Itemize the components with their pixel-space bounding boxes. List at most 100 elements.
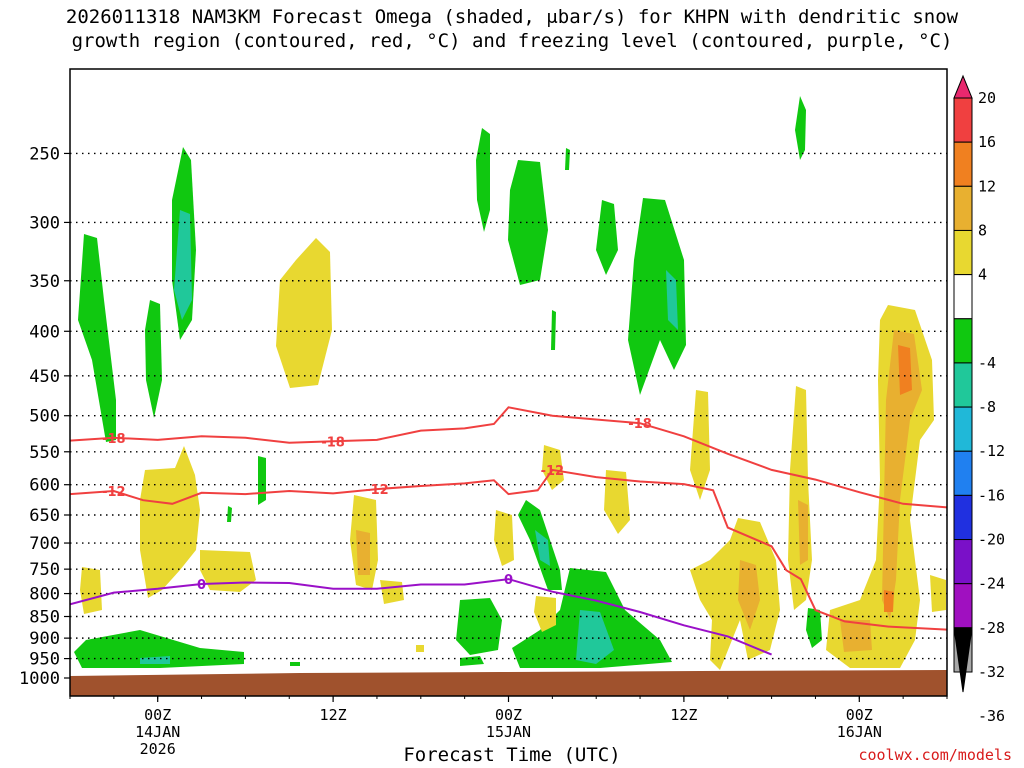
omega-region	[356, 530, 370, 575]
omega-region	[576, 610, 614, 664]
y-tick-label: 600	[29, 476, 60, 496]
contour-label: -12	[541, 464, 565, 479]
y-tick-label: 700	[29, 534, 60, 554]
contour-label: -12	[102, 485, 126, 500]
omega-region	[276, 238, 332, 388]
colorbar-bottom-arrow	[953, 627, 973, 693]
omega-region	[840, 620, 872, 652]
omega-region	[884, 590, 894, 612]
omega-region	[795, 96, 806, 160]
colorbar-swatch	[953, 141, 973, 187]
colorbar-swatch	[953, 494, 973, 541]
contour-dendritic_-12	[70, 468, 947, 631]
colorbar-swatch	[953, 362, 973, 408]
omega-region	[882, 330, 922, 620]
x-tick-date: 14JAN	[135, 723, 180, 741]
omega-region	[416, 645, 424, 652]
y-tick-label: 350	[29, 272, 60, 292]
contour-label: -12	[365, 483, 389, 498]
y-tick-label: 750	[29, 560, 60, 580]
colorbar-swatch	[953, 97, 973, 143]
colorbar-label: 8	[978, 221, 987, 239]
omega-region	[227, 506, 232, 522]
omega-region	[140, 656, 170, 664]
colorbar-label: 16	[978, 133, 996, 151]
contour-dendritic_-18	[70, 406, 947, 509]
x-axis-title: Forecast Time (UTC)	[403, 744, 621, 766]
omega-region	[690, 390, 710, 500]
omega-region	[174, 210, 192, 320]
colorbar-swatch	[953, 185, 973, 231]
colorbar-label: -36	[978, 707, 1005, 725]
omega-region	[80, 567, 102, 614]
omega-region	[508, 160, 548, 285]
omega-colorbar: 20 16 12 8 4 -4 -8 -12 -16 -20 -24 -28 -32 -36	[953, 74, 1005, 725]
chart-title-line1: 2026011318 NAM3KM Forecast Omega (shaded…	[65, 6, 959, 28]
omega-region	[604, 470, 630, 534]
colorbar-swatch	[953, 274, 973, 320]
y-tick-label: 500	[29, 407, 60, 427]
plot-frame	[69, 68, 948, 697]
omega-region	[494, 510, 514, 566]
omega-region	[788, 386, 812, 610]
colorbar-label: -12	[978, 442, 1005, 460]
omega-region	[798, 500, 808, 565]
x-tick-label: 00Z	[144, 706, 171, 724]
omega-region	[145, 300, 162, 418]
omega-region	[930, 575, 946, 612]
colorbar-label: -32	[978, 663, 1005, 681]
colorbar-swatch	[953, 539, 973, 585]
colorbar-swatch	[953, 318, 973, 364]
x-tick-date: 15JAN	[486, 723, 531, 741]
colorbar-label: -16	[978, 486, 1005, 504]
omega-region	[290, 662, 300, 666]
contour-label: 0	[504, 573, 513, 588]
omega-region	[534, 596, 556, 632]
omega-region	[535, 530, 550, 566]
omega-region	[738, 560, 760, 630]
x-tick-label: 12Z	[320, 706, 347, 724]
omega-region	[542, 445, 564, 490]
omega-region	[628, 198, 686, 395]
colorbar-label: -8	[978, 398, 996, 416]
plot-area: -18 -18 -18 -12 -12 -12 0 0	[70, 96, 947, 696]
omega-region	[666, 270, 678, 330]
y-tick-label: 1000	[19, 669, 60, 689]
chart-title-line2: growth region (contoured, red, °C) and f…	[71, 30, 953, 52]
omega-region	[565, 148, 570, 170]
colorbar-label: 4	[978, 266, 987, 284]
y-tick-label: 900	[29, 629, 60, 649]
omega-shading	[74, 96, 946, 670]
colorbar-label: -28	[978, 619, 1005, 637]
y-tick-label: 800	[29, 585, 60, 605]
omega-region	[476, 128, 490, 232]
omega-region	[258, 456, 266, 505]
y-tick-label: 300	[29, 213, 60, 233]
omega-region	[551, 310, 556, 350]
omega-region	[74, 630, 244, 668]
terrain-ground	[70, 670, 947, 696]
omega-region	[456, 598, 502, 655]
omega-region	[596, 200, 618, 275]
omega-region	[140, 446, 200, 598]
colorbar-swatch	[953, 583, 973, 629]
y-tick-label: 450	[29, 367, 60, 387]
x-tick-label: 00Z	[846, 706, 873, 724]
credit-text: coolwx.com/models	[858, 746, 1012, 764]
colorbar-label: 12	[978, 177, 996, 195]
omega-region	[380, 580, 404, 604]
colorbar-swatch	[953, 450, 973, 496]
contour-label: -18	[628, 417, 652, 432]
pressure-axis: 2503003504004505005506006507007508008509…	[19, 144, 70, 689]
colorbar-swatch	[953, 406, 973, 452]
x-tick-label: 00Z	[495, 706, 522, 724]
contour-lines: -18 -18 -18 -12 -12 -12 0 0	[70, 406, 947, 656]
y-tick-label: 550	[29, 443, 60, 463]
y-tick-label: 950	[29, 650, 60, 670]
x-tick-date: 16JAN	[837, 723, 882, 741]
omega-region	[898, 345, 912, 395]
colorbar-label: 20	[978, 89, 996, 107]
contour-label: -18	[321, 435, 345, 450]
